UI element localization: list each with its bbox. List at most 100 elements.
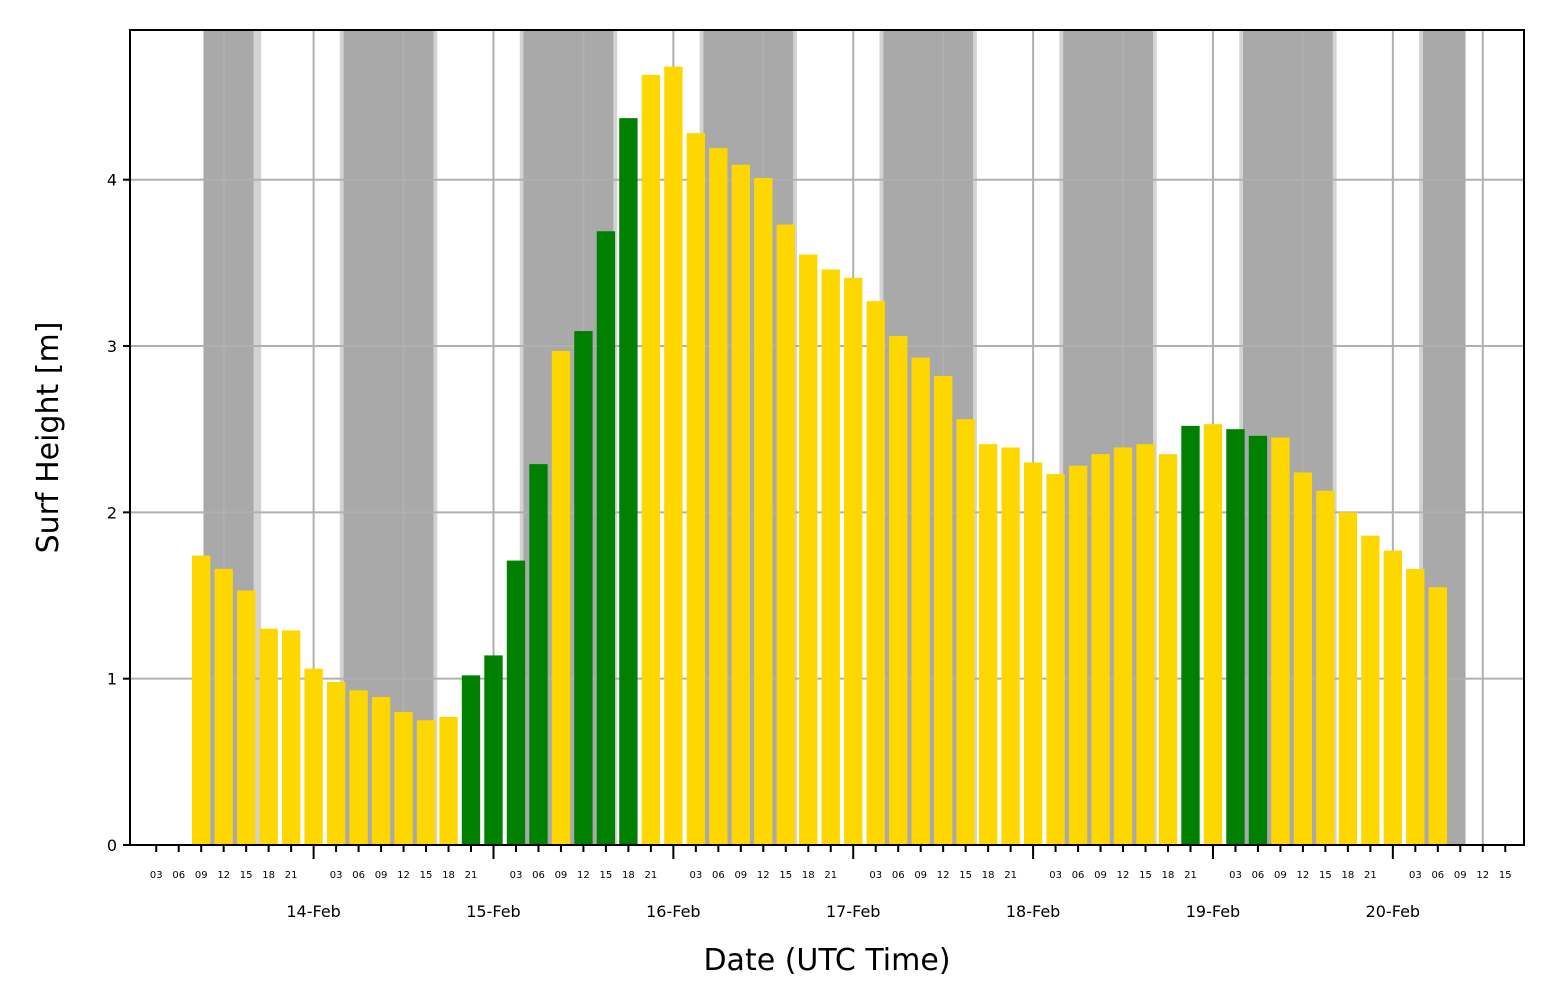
x-hour-label: 03 [330, 870, 343, 881]
x-hour-label: 18 [622, 870, 635, 881]
x-axis: 03 06 09 12 15 18 21 03 06 09 12 15 18 21 03 06 09 12 15 18… [150, 845, 1512, 921]
x-hour-label: 03 [1229, 870, 1242, 881]
bar [1001, 447, 1020, 845]
bar [1068, 465, 1088, 845]
x-hour-label: 15 [779, 870, 792, 881]
x-hour-label: 06 [1072, 870, 1085, 881]
bar [1113, 447, 1133, 845]
x-hour-label: 12 [577, 870, 590, 881]
x-hour-label: 21 [824, 870, 837, 881]
x-hour-label: 09 [1094, 870, 1107, 881]
bar [236, 590, 256, 845]
twilight-band [973, 30, 977, 845]
x-hour-label: 09 [195, 870, 208, 881]
x-hour-label: 03 [1049, 870, 1062, 881]
bar [1091, 454, 1110, 845]
bar [1046, 474, 1065, 845]
bar [192, 555, 211, 845]
x-hour-label: 03 [150, 870, 163, 881]
y-tick-label: 1 [107, 670, 117, 689]
bar [461, 675, 481, 845]
x-hour-label: 15 [420, 870, 433, 881]
x-hour-label: 21 [1004, 870, 1017, 881]
bar [844, 277, 863, 845]
x-hour-label: 09 [1454, 870, 1467, 881]
x-hour-label: 12 [1476, 870, 1489, 881]
bar [394, 711, 413, 845]
twilight-band [1153, 30, 1157, 845]
y-axis-label: Surf Height [m] [31, 322, 66, 554]
x-hour-label: 15 [1319, 870, 1332, 881]
x-hour-label: 12 [1117, 870, 1130, 881]
x-hour-label: 21 [1184, 870, 1197, 881]
bar [529, 464, 548, 845]
x-hour-label: 12 [757, 870, 770, 881]
x-hour-label: 09 [1274, 870, 1287, 881]
bar [1023, 462, 1043, 845]
x-hour-label: 06 [892, 870, 905, 881]
bar [731, 164, 750, 845]
bar [416, 720, 436, 845]
bar [799, 254, 818, 845]
x-hour-label: 03 [1409, 870, 1422, 881]
x-hour-label: 06 [1431, 870, 1444, 881]
bar [956, 419, 975, 845]
bar [1226, 429, 1245, 845]
x-hour-label: 03 [689, 870, 702, 881]
x-hour-label: 06 [172, 870, 185, 881]
twilight-band [1059, 30, 1064, 845]
bar [1293, 472, 1313, 845]
x-hour-label: 18 [442, 870, 455, 881]
bar [214, 568, 233, 845]
x-hour-label: 15 [1139, 870, 1152, 881]
twilight-band [1419, 30, 1423, 845]
bar [484, 655, 503, 845]
twilight-band [519, 30, 524, 845]
x-hour-label: 15 [600, 870, 613, 881]
x-day-label: 18-Feb [1006, 902, 1060, 921]
bar [776, 224, 795, 845]
bars [192, 66, 1447, 846]
x-hour-label: 21 [285, 870, 298, 881]
y-axis: 0 1 2 3 4 [107, 171, 130, 855]
bar [889, 336, 908, 845]
x-hour-label: 18 [1162, 870, 1175, 881]
x-hour-label: 12 [1297, 870, 1310, 881]
x-hour-label: 18 [982, 870, 995, 881]
bar [281, 630, 301, 845]
x-hour-label: 15 [240, 870, 253, 881]
x-day-label: 16-Feb [646, 902, 700, 921]
bar [259, 628, 278, 845]
x-hour-label: 12 [217, 870, 230, 881]
bar [1383, 550, 1403, 845]
bar [304, 668, 323, 845]
x-hour-label: 06 [352, 870, 365, 881]
bar [371, 696, 391, 845]
twilight-band [339, 30, 344, 845]
bar [1181, 425, 1200, 845]
bar [1406, 568, 1425, 845]
x-day-label: 20-Feb [1366, 902, 1420, 921]
bar [866, 301, 885, 845]
bar [1203, 424, 1223, 845]
x-hour-label: 12 [397, 870, 410, 881]
bar [1136, 444, 1155, 845]
x-hour-label: 09 [375, 870, 388, 881]
bar [439, 716, 458, 845]
bar [326, 682, 346, 845]
y-tick-label: 3 [107, 337, 117, 356]
bar [709, 148, 728, 845]
bar [978, 444, 998, 845]
x-hour-label: 06 [712, 870, 725, 881]
x-hour-label: 06 [532, 870, 545, 881]
bar [1428, 587, 1447, 845]
x-hour-label: 15 [1499, 870, 1512, 881]
bar [1361, 535, 1380, 845]
bar [641, 74, 661, 846]
x-hour-label: 09 [914, 870, 927, 881]
x-day-label: 14-Feb [286, 902, 340, 921]
y-tick-label: 2 [107, 503, 117, 522]
bar [933, 375, 953, 845]
x-day-label: 17-Feb [826, 902, 880, 921]
x-hour-label: 21 [465, 870, 478, 881]
